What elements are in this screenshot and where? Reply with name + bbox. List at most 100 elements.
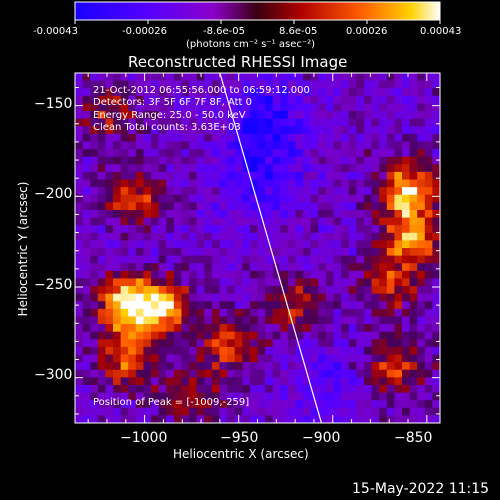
heatmap-cell	[424, 126, 433, 135]
heatmap-cell	[143, 194, 152, 203]
heatmap-cell	[219, 415, 228, 423]
heatmap-cell	[379, 369, 388, 378]
heatmap-cell	[242, 133, 251, 142]
heatmap-cell	[356, 126, 365, 135]
heatmap-cell	[287, 377, 296, 386]
heatmap-cell	[196, 133, 205, 142]
heatmap-cell	[204, 194, 213, 203]
heatmap-cell	[173, 240, 182, 249]
heatmap-cell	[409, 339, 418, 348]
heatmap-cell	[204, 164, 213, 173]
heatmap-cell	[280, 346, 289, 355]
heatmap-cell	[189, 187, 198, 196]
heatmap-cell	[310, 103, 319, 112]
heatmap-cell	[303, 217, 312, 226]
heatmap-cell	[394, 255, 403, 264]
heatmap-cell	[287, 202, 296, 211]
heatmap-cell	[409, 263, 418, 272]
heatmap-cell	[249, 407, 258, 416]
heatmap-cell	[151, 88, 160, 97]
heatmap-cell	[219, 324, 228, 333]
heatmap-cell	[135, 240, 144, 249]
heatmap-cell	[280, 209, 289, 218]
heatmap-cell	[363, 118, 372, 127]
heatmap-cell	[432, 384, 440, 393]
heatmap-cell	[97, 209, 106, 218]
heatmap-cell	[401, 88, 410, 97]
heatmap-cell	[75, 339, 83, 348]
heatmap-cell	[348, 209, 357, 218]
heatmap-cell	[417, 407, 426, 416]
heatmap-cell	[265, 187, 274, 196]
heatmap-cell	[227, 270, 236, 279]
heatmap-cell	[417, 126, 426, 135]
heatmap-cell	[166, 362, 175, 371]
heatmap-cell	[280, 171, 289, 180]
heatmap-cell	[386, 232, 395, 241]
heatmap-cell	[348, 240, 357, 249]
colorbar-tick-label: -0.00026	[122, 26, 167, 37]
heatmap-cell	[143, 133, 152, 142]
heatmap-cell	[363, 392, 372, 401]
heatmap-cell	[432, 141, 440, 150]
heatmap-cell	[204, 270, 213, 279]
heatmap-cell	[257, 118, 266, 127]
heatmap-cell	[379, 209, 388, 218]
heatmap-cell	[166, 95, 175, 104]
heatmap-cell	[120, 171, 129, 180]
heatmap-cell	[166, 278, 175, 287]
heatmap-cell	[356, 133, 365, 142]
heatmap-cell	[113, 240, 122, 249]
heatmap-cell	[234, 301, 243, 310]
heatmap-cell	[166, 308, 175, 317]
heatmap-cell	[310, 194, 319, 203]
heatmap-cell	[128, 263, 137, 272]
heatmap-cell	[363, 255, 372, 264]
heatmap-cell	[325, 362, 334, 371]
heatmap-cell	[143, 88, 152, 97]
heatmap-cell	[401, 179, 410, 188]
heatmap-cell	[90, 255, 99, 264]
heatmap-cell	[356, 111, 365, 120]
heatmap-cell	[97, 95, 106, 104]
heatmap-cell	[75, 278, 83, 287]
heatmap-cell	[401, 95, 410, 104]
heatmap-cell	[257, 324, 266, 333]
heatmap-cell	[128, 270, 137, 279]
heatmap-cell	[181, 384, 190, 393]
heatmap-cell	[234, 255, 243, 264]
heatmap-cell	[105, 209, 114, 218]
heatmap-cell	[371, 392, 380, 401]
heatmap-cell	[379, 225, 388, 234]
heatmap-cell	[105, 362, 114, 371]
heatmap-cell	[135, 362, 144, 371]
heatmap-cell	[249, 377, 258, 386]
heatmap-cell	[265, 255, 274, 264]
heatmap-cell	[401, 308, 410, 317]
heatmap-cell	[196, 164, 205, 173]
heatmap-cell	[348, 308, 357, 317]
heatmap-cell	[143, 126, 152, 135]
heatmap-cell	[227, 103, 236, 112]
heatmap-cell	[166, 179, 175, 188]
heatmap-cell	[303, 103, 312, 112]
heatmap-cell	[211, 346, 220, 355]
heatmap-cell	[386, 187, 395, 196]
heatmap-cell	[386, 156, 395, 165]
heatmap-cell	[401, 240, 410, 249]
heatmap-cell	[75, 149, 83, 158]
heatmap-cell	[363, 80, 372, 89]
heatmap-cell	[265, 415, 274, 423]
heatmap-cell	[348, 156, 357, 165]
heatmap-cell	[325, 240, 334, 249]
heatmap-cell	[196, 156, 205, 165]
heatmap-cell	[417, 111, 426, 120]
heatmap-cell	[135, 217, 144, 226]
heatmap-cell	[356, 324, 365, 333]
heatmap-cell	[173, 324, 182, 333]
heatmap-cell	[234, 80, 243, 89]
heatmap-cell	[295, 95, 304, 104]
heatmap-cell	[310, 377, 319, 386]
heatmap-cell	[120, 73, 129, 82]
heatmap-cell	[196, 187, 205, 196]
